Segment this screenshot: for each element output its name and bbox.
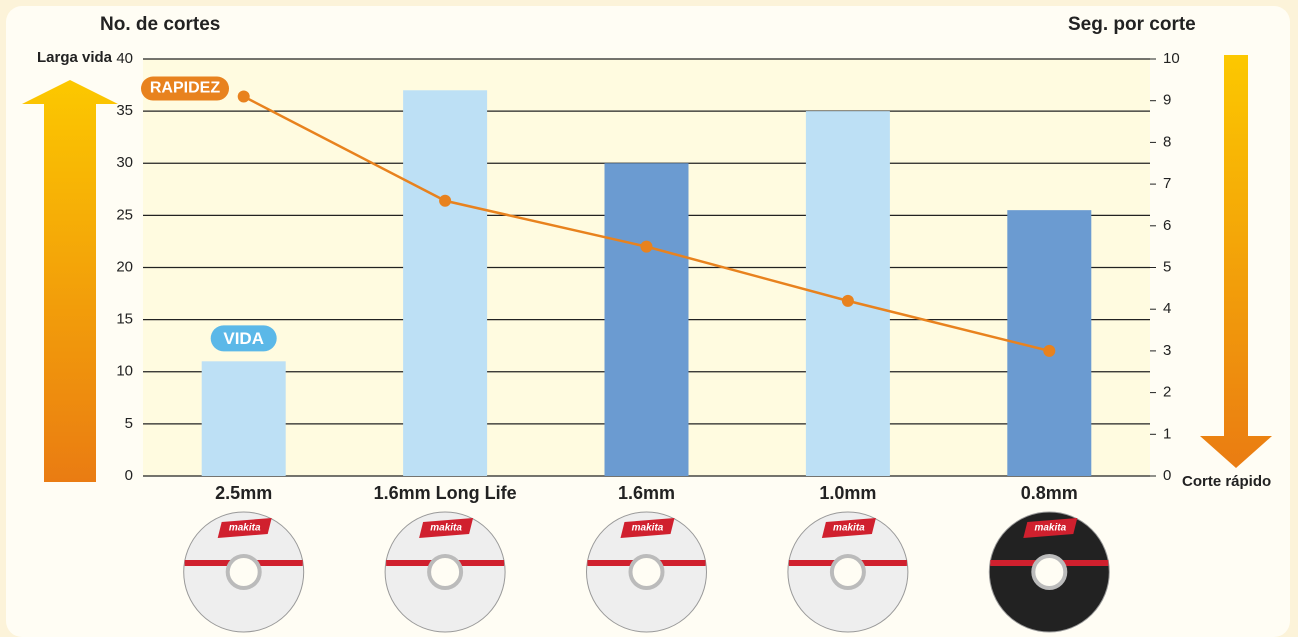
disc-logo — [1023, 518, 1078, 538]
disc-hole — [829, 554, 866, 590]
x-tick-label: 1.0mm — [819, 483, 876, 503]
y2-tick-label: 6 — [1163, 217, 1171, 234]
y2-tick-label: 5 — [1163, 258, 1171, 275]
x-tick-label: 1.6mm — [618, 483, 675, 503]
disc-logo — [419, 518, 474, 538]
line-point — [439, 194, 452, 207]
y2-tick-label: 10 — [1163, 50, 1180, 67]
series-tag — [141, 76, 229, 101]
disc-label: makita — [632, 523, 664, 534]
x-tick-label: 2.5mm — [215, 483, 272, 503]
y-tick-label: 15 — [116, 311, 133, 328]
series-name: RAPIDEZ — [150, 80, 220, 97]
disc-logo — [217, 518, 272, 538]
y-tick-label: 30 — [116, 154, 133, 171]
line-point — [237, 90, 250, 103]
y2-tick-label: 2 — [1163, 384, 1171, 401]
fast-cut-arrow — [1200, 55, 1272, 468]
y-axis-title: No. de cortes — [100, 14, 220, 35]
bar — [201, 361, 286, 476]
y-tick-label: 40 — [116, 50, 133, 67]
disc-hole — [225, 554, 262, 590]
y-tick-label: 0 — [125, 467, 133, 484]
line-point — [841, 294, 854, 307]
disc-hole — [1031, 554, 1068, 590]
y-tick-label: 25 — [116, 206, 133, 223]
y2-tick-label: 0 — [1163, 467, 1171, 484]
y-tick-label: 35 — [116, 102, 133, 119]
series-name: VIDA — [223, 329, 264, 348]
long-life-arrow — [22, 80, 118, 482]
y2-tick-label: 9 — [1163, 92, 1171, 109]
line-point — [640, 240, 653, 253]
line-point — [1043, 344, 1056, 357]
x-tick-label: 1.6mm Long Life — [374, 483, 517, 503]
disc-label: makita — [229, 523, 261, 534]
disc-logo — [620, 518, 675, 538]
y-tick-label: 10 — [116, 363, 133, 380]
y2-tick-label: 7 — [1163, 175, 1171, 192]
disc-label: makita — [1034, 523, 1066, 534]
y-tick-label: 5 — [125, 415, 133, 432]
bar — [604, 163, 689, 476]
disc-label: makita — [430, 523, 462, 534]
bar — [403, 90, 488, 477]
disc-label: makita — [833, 523, 865, 534]
series-tag — [210, 325, 277, 352]
y-tick-label: 20 — [116, 258, 133, 275]
disc-logo — [821, 518, 876, 538]
x-tick-label: 0.8mm — [1021, 483, 1078, 503]
y2-tick-label: 3 — [1163, 342, 1171, 359]
disc-hole — [628, 554, 665, 590]
y2-tick-label: 8 — [1163, 133, 1171, 150]
y2-tick-label: 1 — [1163, 425, 1171, 442]
top-note: Larga vida — [37, 49, 113, 66]
y2-tick-label: 4 — [1163, 300, 1171, 317]
disc-hole — [427, 554, 464, 590]
y2-axis-title: Seg. por corte — [1068, 14, 1196, 35]
bottom-note: Corte rápido — [1182, 473, 1271, 490]
